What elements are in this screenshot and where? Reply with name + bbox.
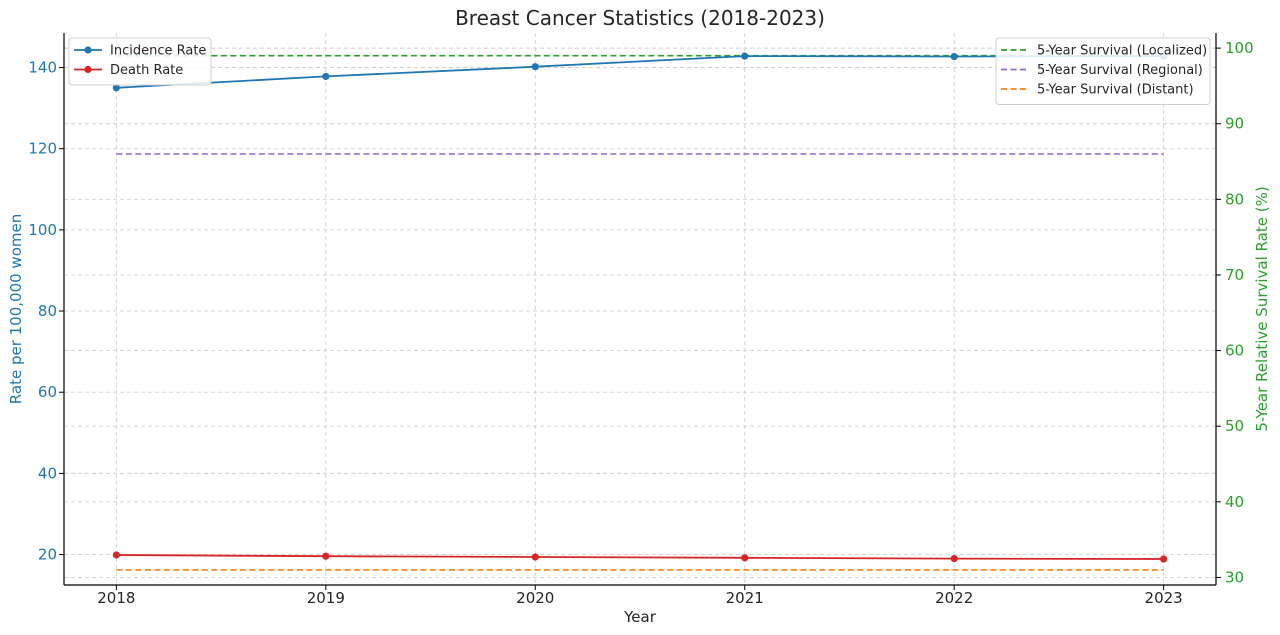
x-tick-label: 2019: [307, 589, 345, 607]
right-y-axis-label: 5-Year Relative Survival Rate (%): [1253, 186, 1271, 431]
right-y-tick-label: 30: [1225, 568, 1244, 586]
left-y-tick-label: 80: [38, 302, 57, 320]
right-y-tick-label: 90: [1225, 115, 1244, 133]
axes: 2018 2019 2020 2021 2022 2023 20 40 60 80 100 120 14…: [28, 33, 1254, 607]
legend-label-5-year-survival-regional: 5-Year Survival (Regional): [1037, 63, 1203, 78]
legend-marker: [84, 46, 92, 54]
legend-box: [995, 37, 1211, 105]
left-y-tick-label: 20: [38, 546, 57, 564]
data-point-death-rate: [112, 551, 120, 559]
left-y-axis-label: Rate per 100,000 women: [7, 214, 25, 404]
data-point-death-rate: [322, 552, 330, 560]
right-y-tick-label: 50: [1225, 417, 1244, 435]
right-y-tick-label: 70: [1225, 266, 1244, 284]
x-axis-label: Year: [623, 608, 657, 626]
x-tick-label: 2018: [97, 589, 135, 607]
data-point-incidence-rate: [531, 63, 539, 71]
grid: [64, 33, 1216, 585]
data-point-incidence-rate: [112, 84, 120, 92]
x-tick-label: 2022: [935, 589, 973, 607]
data-point-incidence-rate: [950, 52, 958, 61]
x-tick-label: 2023: [1145, 589, 1183, 607]
x-tick-label: 2020: [516, 589, 554, 607]
data-point-death-rate: [531, 553, 539, 561]
data-point-death-rate: [950, 555, 958, 563]
legend-label-5-year-survival-localized: 5-Year Survival (Localized): [1037, 44, 1207, 59]
right-y-tick-label: 80: [1225, 190, 1244, 208]
x-tick-label: 2021: [726, 589, 764, 607]
right-y-tick-label: 40: [1225, 493, 1244, 511]
right-y-tick-label: 60: [1225, 342, 1244, 360]
data-point-incidence-rate: [741, 52, 749, 60]
series-layer: [112, 52, 1168, 571]
left-y-tick-label: 120: [28, 140, 57, 158]
left-y-tick-label: 60: [38, 383, 57, 401]
legend-label-death-rate: Death Rate: [110, 63, 183, 78]
data-point-death-rate: [741, 554, 749, 562]
series-line-death-rate: [116, 554, 1164, 560]
left-y-tick-label: 40: [38, 464, 57, 482]
legend-box: [68, 37, 212, 86]
legend-label-incidence-rate: Incidence Rate: [110, 44, 206, 59]
chart-title: Breast Cancer Statistics (2018-2023): [455, 6, 825, 30]
series-line-incidence-rate: [116, 55, 1164, 89]
legend-marker: [84, 65, 92, 74]
legend-right: 5-Year Survival (Localized) 5-Year Surviv…: [995, 37, 1211, 105]
left-y-tick-label: 100: [28, 221, 57, 239]
legend-left: Incidence Rate Death Rate: [68, 37, 212, 86]
left-y-tick-label: 140: [28, 59, 57, 77]
legend-label-5-year-survival-distant: 5-Year Survival (Distant): [1037, 83, 1194, 98]
right-y-tick-label: 100: [1225, 39, 1254, 57]
data-point-incidence-rate: [322, 72, 330, 81]
data-point-death-rate: [1160, 555, 1168, 563]
